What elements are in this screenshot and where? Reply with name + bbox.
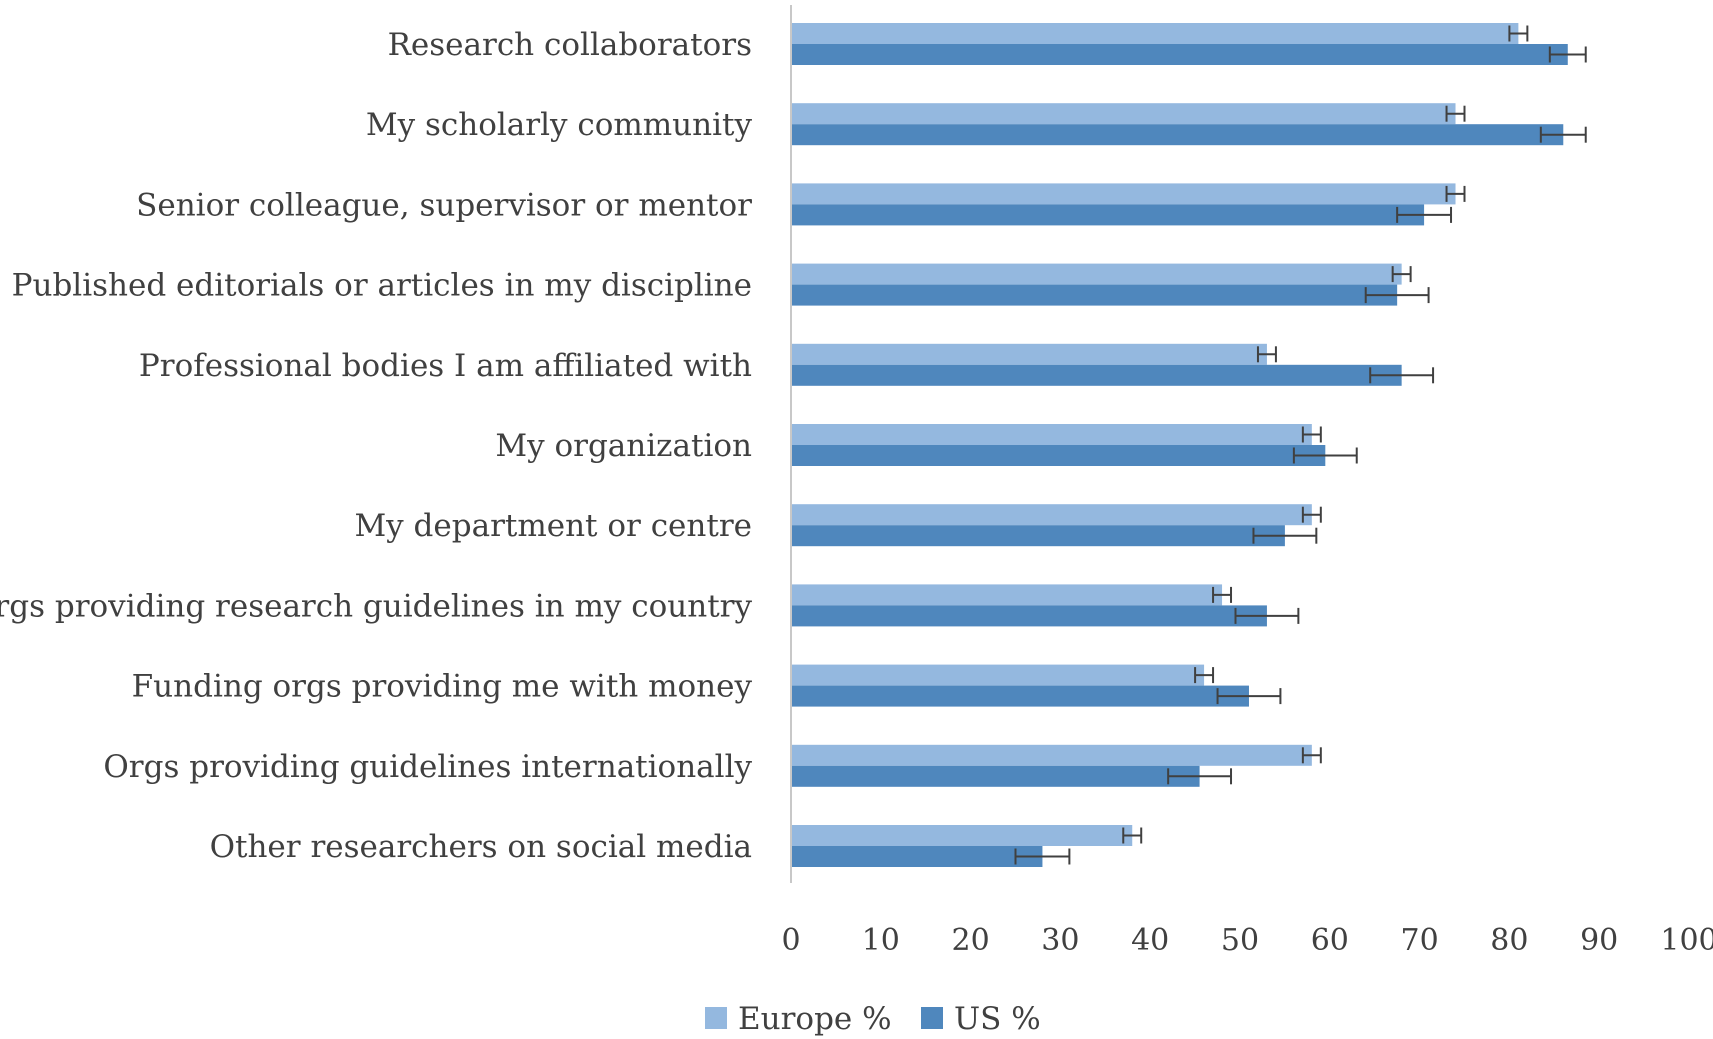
legend-swatch-us <box>921 1007 943 1029</box>
x-tick-label: 60 <box>1311 923 1349 958</box>
bar-europe <box>791 825 1133 846</box>
category-labels: Research collaborators My scholarly commu… <box>0 27 752 865</box>
category-label: Other researchers on social media <box>210 829 752 865</box>
bar-us <box>791 445 1326 466</box>
error-bar <box>1212 586 1233 603</box>
x-tick-label: 80 <box>1490 923 1528 958</box>
error-bar <box>1396 206 1453 223</box>
bar-europe <box>791 424 1312 445</box>
error-bar <box>1539 126 1587 143</box>
category-label: My organization <box>495 428 752 464</box>
error-bar <box>1445 185 1466 202</box>
x-tick-label: 70 <box>1401 923 1439 958</box>
error-bar <box>1167 768 1233 785</box>
error-bars-layer <box>1014 25 1587 865</box>
category-label: Senior colleague, supervisor or mentor <box>136 187 752 223</box>
x-tick-label: 90 <box>1580 923 1618 958</box>
error-bar <box>1292 447 1358 464</box>
bar-us <box>791 124 1564 146</box>
bar-us <box>791 846 1043 867</box>
error-bar <box>1391 266 1412 283</box>
category-label: Published editorials or articles in my d… <box>12 268 752 304</box>
category-label: Funding orgs providing me with money <box>132 669 753 705</box>
legend: Europe % US % <box>705 1001 1041 1037</box>
category-label: My scholarly community <box>366 107 753 143</box>
category-label: My department or centre <box>354 508 752 544</box>
bar-us <box>791 44 1568 65</box>
category-label: Research collaborators <box>388 27 752 63</box>
error-bar <box>1014 848 1071 865</box>
bar-europe <box>791 183 1456 205</box>
bar-us <box>791 765 1200 787</box>
x-tick-label: 20 <box>952 923 990 958</box>
error-bar <box>1234 607 1300 624</box>
error-bar <box>1252 527 1318 544</box>
bar-us <box>791 284 1398 306</box>
error-bar <box>1256 346 1277 363</box>
error-bar <box>1216 688 1282 705</box>
error-bar <box>1445 105 1466 122</box>
bar-europe <box>791 263 1402 285</box>
bar-europe <box>791 103 1456 125</box>
error-bar <box>1508 25 1529 42</box>
error-bar <box>1301 426 1322 443</box>
legend-label-us: US % <box>954 1001 1041 1037</box>
bar-europe <box>791 343 1267 365</box>
error-bar <box>1548 46 1587 63</box>
x-tick-label: 10 <box>862 923 900 958</box>
bars-layer <box>791 23 1568 867</box>
bar-us <box>791 525 1285 547</box>
bar-us <box>791 605 1267 627</box>
error-bar <box>1369 367 1435 384</box>
bar-us <box>791 685 1249 707</box>
bar-europe <box>791 23 1519 44</box>
error-bar <box>1364 287 1430 304</box>
bar-us <box>791 364 1402 386</box>
bar-europe <box>791 504 1312 526</box>
x-tick-label: 50 <box>1221 923 1259 958</box>
bar-europe <box>791 664 1205 686</box>
error-bar <box>1301 506 1322 523</box>
category-label: Professional bodies I am affiliated with <box>139 348 752 384</box>
x-tick-label: 0 <box>781 923 800 958</box>
legend-label-europe: Europe % <box>738 1001 892 1037</box>
error-bar <box>1194 667 1215 684</box>
error-bar <box>1122 827 1143 844</box>
x-tick-label: 40 <box>1131 923 1169 958</box>
error-bar <box>1301 747 1322 764</box>
x-tick-label: 100 <box>1660 923 1713 958</box>
legend-swatch-europe <box>705 1007 727 1029</box>
x-tick-label: 30 <box>1041 923 1079 958</box>
bar-europe <box>791 584 1223 606</box>
category-label: Orgs providing research guidelines in my… <box>0 588 752 624</box>
bar-europe <box>791 744 1312 766</box>
x-tick-labels: 0 10 20 30 40 50 60 70 80 90 100 <box>781 923 1713 958</box>
category-label: Orgs providing guidelines internationall… <box>103 749 752 785</box>
bar-us <box>791 204 1425 226</box>
